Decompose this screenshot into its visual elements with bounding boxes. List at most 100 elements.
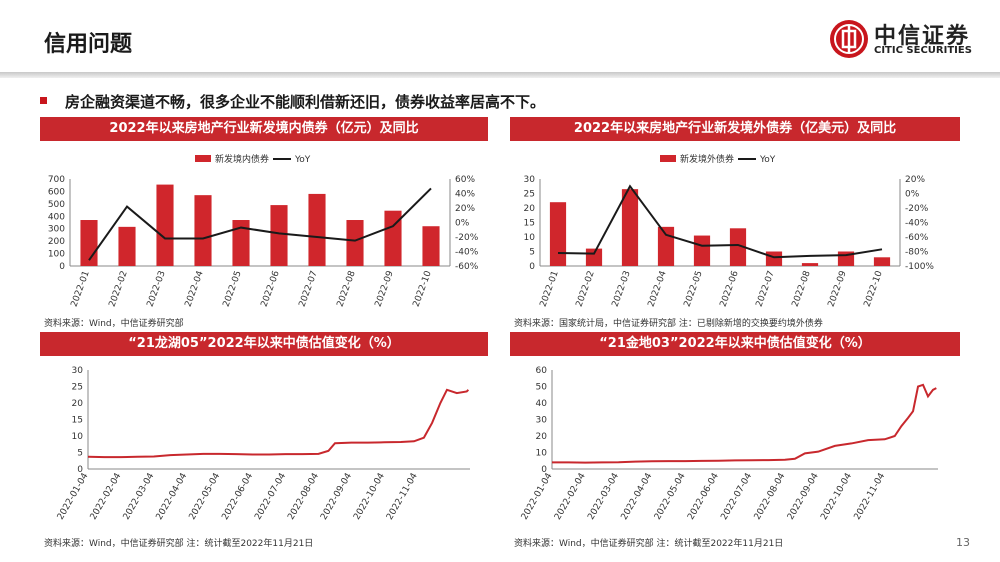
chart2-bar: [801, 263, 819, 266]
chart1-xtick-label: 2022-10: [412, 269, 434, 308]
chart1-bar: [422, 226, 440, 266]
chart3-ytick-label: 10: [72, 432, 84, 442]
chart1-domestic-bonds: 新发境内债券 YoY 0 100 200 300 400 500 600 700 -60% -40% -…: [48, 153, 479, 309]
chart2-y2tick-label: -60%: [905, 233, 929, 243]
chart4-ytick-label: 20: [536, 432, 548, 442]
chart3-ytick-label: 5: [77, 449, 83, 459]
chart1-ytick-label: 700: [48, 175, 65, 185]
chart3-xtick-label: 2022-08-04: [286, 471, 321, 522]
chart1-xtick-label: 2022-07: [298, 270, 320, 309]
chart1-xtick-label: 2022-06: [260, 269, 282, 308]
chart1-y2tick-label: -40%: [455, 248, 479, 258]
chart2-y2tick-label: -100%: [905, 262, 934, 272]
chart1-bar: [156, 184, 174, 266]
chart2-bar: [765, 251, 783, 266]
chart2-y2tick-label: -40%: [905, 219, 929, 229]
chart2-xtick-label: 2022-10: [863, 269, 885, 308]
chart1-xtick-label: 2022-05: [222, 270, 244, 309]
chart4-xtick-label: 2022-01-04: [520, 471, 555, 522]
chart4-xtick-label: 2022-02-04: [553, 471, 588, 522]
chart4-xtick-label: 2022-05-04: [653, 471, 688, 522]
chart3-source: 资料来源：Wind，中信证券研究部 注：统计截至2022年11月21日: [44, 539, 314, 549]
chart1-legend-line-label: YoY: [294, 155, 311, 165]
chart1-title: 2022年以来房地产行业新发境内债券（亿元）及同比: [40, 117, 488, 141]
chart1-ytick-label: 300: [48, 225, 65, 235]
chart1-ytick-label: 500: [48, 200, 65, 210]
bullet-point: 房企融资渠道不畅，很多企业不能顺利借新还旧，债券收益率居高不下。: [40, 91, 545, 112]
chart1-xtick-label: 2022-08: [336, 269, 358, 308]
chart3-ytick-label: 25: [72, 383, 83, 393]
chart3-xtick-label: 2022-02-04: [89, 471, 124, 522]
chart3-xtick-label: 2022-03-04: [122, 471, 157, 522]
chart1-legend-bar-swatch: [195, 155, 211, 162]
header-divider: [0, 72, 1000, 78]
chart2-xtick-label: 2022-07: [755, 270, 777, 309]
chart4-xtick-label: 2022-07-04: [719, 471, 754, 522]
chart2-y2tick-label: 0%: [905, 190, 920, 200]
chart3-xtick-label: 2022-10-04: [352, 471, 387, 522]
brand-logo: 中信证券 CITIC SECURITIES: [828, 18, 978, 62]
chart4-gemdale-valuation: 0 10 20 30 40 50 60 2022-01-042022-02-042022-03…: [520, 366, 938, 522]
chart3-xtick-label: 2022-07-04: [253, 471, 288, 522]
chart4-xtick-label: 2022-10-04: [819, 471, 854, 522]
chart2-source: 资料来源：国家统计局，中信证券研究部 注：已剔除新增的交换要约境外债券: [514, 319, 823, 329]
chart2-legend-bar-label: 新发境外债券: [680, 153, 734, 165]
chart2-xtick-label: 2022-01: [539, 270, 561, 309]
chart1-y2tick-label: 40%: [455, 190, 475, 200]
chart3-ytick-label: 30: [72, 366, 84, 376]
chart4-title: “21金地03”2022年以来中债估值变化（%）: [510, 332, 960, 356]
chart2-ytick-label: 30: [524, 175, 536, 185]
chart2-xtick-label: 2022-06: [719, 269, 741, 308]
chart2-y2tick-label: -80%: [905, 248, 929, 258]
chart2-xtick-label: 2022-04: [647, 269, 669, 308]
chart2-xtick-label: 2022-09: [827, 269, 849, 308]
chart4-ytick-label: 0: [541, 465, 547, 475]
page-header: 信用问题 中信证券 CITIC SECURITIES: [0, 0, 1000, 78]
chart1-bar: [384, 210, 402, 266]
chart1-y2tick-label: 0%: [455, 219, 470, 229]
chart4-xtick-label: 2022-09-04: [786, 471, 821, 522]
chart1-yoy-line: [88, 187, 432, 261]
chart1-xtick-label: 2022-03: [146, 270, 168, 309]
chart2-bar: [549, 202, 567, 266]
citic-logo-icon: [830, 20, 868, 58]
chart1-y2tick-label: 20%: [455, 204, 475, 214]
chart2-title: 2022年以来房地产行业新发境外债券（亿美元）及同比: [510, 117, 960, 141]
chart4-xtick-label: 2022-11-04: [853, 471, 888, 522]
chart1-ytick-label: 600: [48, 187, 65, 197]
chart2-bar: [657, 226, 675, 266]
chart4-xtick-label: 2022-06-04: [686, 471, 721, 522]
chart1-y2tick-label: -20%: [455, 233, 479, 243]
chart4-xtick-label: 2022-03-04: [586, 471, 621, 522]
chart1-ytick-label: 0: [59, 262, 65, 272]
chart3-xtick-label: 2022-04-04: [155, 471, 190, 522]
chart1-xtick-label: 2022-09: [374, 269, 396, 308]
chart3-xtick-label: 2022-06-04: [220, 471, 255, 522]
chart2-xtick-label: 2022-03: [611, 270, 633, 309]
chart3-xtick-label: 2022-11-04: [385, 471, 420, 522]
chart2-yoy-line: [557, 184, 883, 259]
chart2-ytick-label: 5: [529, 248, 535, 258]
chart2-bar: [873, 257, 891, 266]
chart1-y2tick-label: -60%: [455, 262, 479, 272]
chart4-ytick-label: 30: [536, 416, 548, 426]
chart1-ytick-label: 400: [48, 212, 65, 222]
chart1-bar: [118, 226, 136, 266]
chart3-title: “21龙湖05”2022年以来中债估值变化（%）: [40, 332, 488, 356]
chart3-xtick-label: 2022-09-04: [319, 471, 354, 522]
chart2-legend-bar-swatch: [660, 155, 676, 162]
chart3-ytick-label: 0: [77, 465, 83, 475]
chart3-xtick-label: 2022-01-04: [56, 471, 91, 522]
chart1-ytick-label: 100: [48, 250, 65, 260]
chart3-longfor-valuation: 0 5 10 15 20 25 30 2022-01-042022-02-042022-03-…: [56, 366, 470, 522]
logo-text-cn: 中信证券: [874, 24, 971, 49]
chart2-ytick-label: 15: [524, 219, 535, 229]
chart1-bar: [194, 195, 212, 266]
chart2-y2tick-label: 20%: [905, 175, 925, 185]
chart2-legend-line-label: YoY: [759, 155, 776, 165]
chart1-ytick-label: 200: [48, 237, 65, 247]
page-number: 13: [956, 536, 970, 549]
chart1-y2tick-label: 60%: [455, 175, 475, 185]
page-title: 信用问题: [44, 32, 133, 57]
logo-text-en: CITIC SECURITIES: [874, 45, 972, 56]
